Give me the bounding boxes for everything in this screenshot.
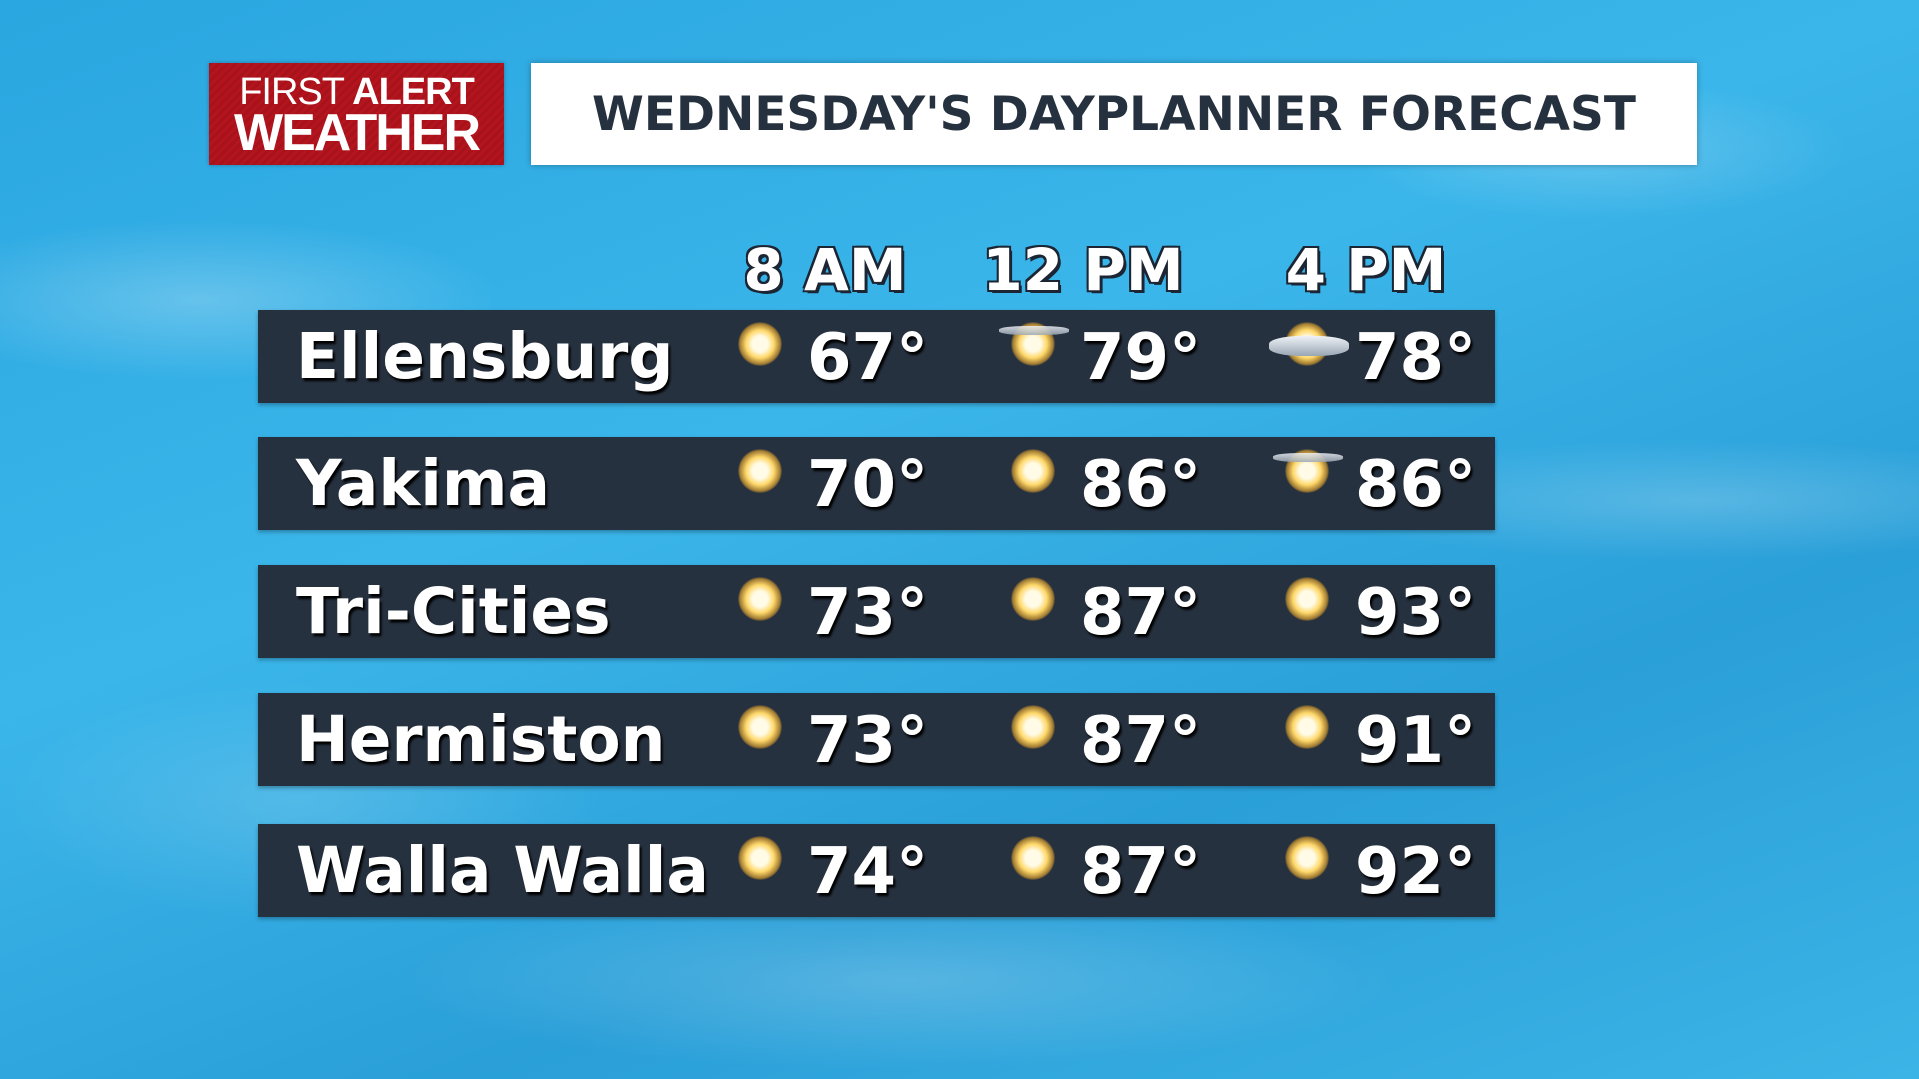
temperature: 73° [807, 576, 929, 650]
sunny-icon [1003, 828, 1063, 888]
sunny-icon [730, 697, 790, 757]
column-header-4pm: 4 PM [1285, 236, 1447, 304]
forecast-row: Yakima 70° 86° 86° [258, 437, 1495, 530]
temperature: 86° [1080, 448, 1202, 522]
temperature: 86° [1355, 448, 1477, 522]
sunny-icon [1003, 441, 1063, 501]
sunny-icon [730, 441, 790, 501]
sunny-icon [1003, 569, 1063, 629]
temperature: 87° [1080, 576, 1202, 650]
logo-first: FIRST [239, 71, 345, 113]
sunny-icon [730, 314, 790, 374]
mostly-sunny-icon [999, 314, 1069, 374]
sunny-icon [730, 828, 790, 888]
temperature: 78° [1355, 321, 1477, 395]
temperature: 70° [807, 448, 929, 522]
page-title: WEDNESDAY'S DAYPLANNER FORECAST [531, 63, 1697, 165]
temperature: 67° [807, 321, 929, 395]
sunny-icon [1003, 697, 1063, 757]
forecast-row: Walla Walla 74° 87° 92° [258, 824, 1495, 917]
column-header-12pm: 12 PM [982, 236, 1184, 304]
city-name: Yakima [296, 447, 550, 520]
temperature: 87° [1080, 835, 1202, 909]
sunny-icon [1277, 569, 1337, 629]
temperature: 93° [1355, 576, 1477, 650]
logo-alert: ALERT [352, 71, 475, 113]
city-name: Hermiston [296, 703, 666, 776]
forecast-row: Hermiston 73° 87° 91° [258, 693, 1495, 786]
city-name: Tri-Cities [296, 575, 611, 648]
column-header-8am: 8 AM [743, 236, 907, 304]
sunny-icon [1277, 828, 1337, 888]
city-name: Walla Walla [296, 834, 709, 907]
forecast-row: Ellensburg 67° 79° 78° [258, 310, 1495, 403]
first-alert-weather-logo: FIRST ALERT WEATHER [209, 63, 504, 165]
sunny-icon [730, 569, 790, 629]
temperature: 91° [1355, 704, 1477, 778]
sunny-icon [1277, 697, 1337, 757]
forecast-row: Tri-Cities 73° 87° 93° [258, 565, 1495, 658]
logo-weather: WEATHER [233, 104, 481, 162]
partly-cloudy-icon [1269, 314, 1349, 374]
temperature: 74° [807, 835, 929, 909]
temperature: 79° [1080, 321, 1202, 395]
mostly-sunny-icon [1273, 441, 1343, 501]
city-name: Ellensburg [296, 320, 674, 393]
temperature: 73° [807, 704, 929, 778]
temperature: 87° [1080, 704, 1202, 778]
temperature: 92° [1355, 835, 1477, 909]
